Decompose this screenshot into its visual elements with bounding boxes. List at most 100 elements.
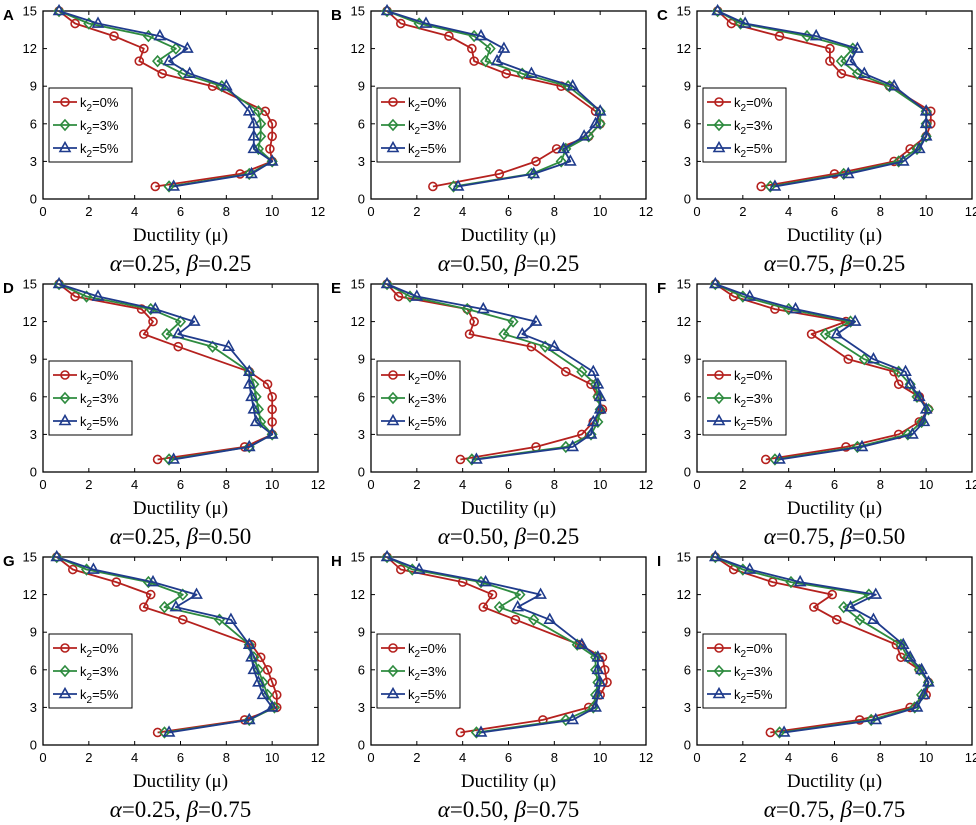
data-point: [190, 587, 203, 599]
panel-i: 0 3 6 9 12 15 0 2 4 6 8 10 12 Ik2=0% k2=3% k2=5% Ductili…: [657, 550, 976, 823]
y-tick-label: 3: [358, 154, 365, 169]
legend-marker: [387, 664, 399, 678]
data-point: [262, 379, 273, 390]
legend-marker: [388, 643, 398, 653]
y-tick-label: 9: [30, 625, 37, 640]
data-point: [708, 549, 722, 562]
data-point: [145, 589, 156, 600]
y-tick-label: 15: [23, 4, 37, 19]
y-tick-label: 0: [30, 192, 37, 207]
data-point: [242, 104, 256, 116]
legend-label: k2=0%: [734, 95, 773, 114]
data-point: [395, 18, 406, 29]
legend-marker: [713, 118, 725, 132]
x-tick-label: 2: [85, 204, 92, 219]
panel-a: 0 3 6 9 12 15 0 2 4 6 8 10 12 Ak2=0% k2=3% k2=5% Ductili…: [3, 4, 325, 277]
data-point: [501, 68, 512, 79]
x-tick-label: 0: [693, 750, 700, 765]
legend-label: k2=5%: [408, 141, 447, 160]
y-tick-label: 15: [677, 277, 691, 292]
x-tick-label: 4: [785, 204, 792, 219]
data-point: [177, 614, 188, 625]
data-point: [903, 650, 917, 662]
data-point: [146, 574, 160, 587]
data-point: [245, 650, 258, 662]
data-point: [912, 389, 926, 402]
legend-marker: [58, 686, 72, 699]
x-tick-label: 8: [223, 750, 230, 765]
legend-label: k2=0%: [408, 95, 447, 114]
data-point: [593, 402, 607, 414]
data-point: [455, 454, 466, 465]
y-tick-label: 6: [30, 116, 37, 131]
panel-caption: α=0.75, β=0.75: [764, 797, 906, 822]
data-point: [265, 154, 279, 166]
x-tick-label: 10: [919, 204, 933, 219]
x-axis-label: Ductility (μ): [461, 771, 556, 792]
data-point: [255, 117, 267, 130]
data-point: [139, 329, 149, 339]
data-point: [91, 16, 105, 28]
data-point: [265, 427, 279, 439]
panel-caption: α=0.25, β=0.50: [110, 524, 252, 549]
panel-g: 0 3 6 9 12 15 0 2 4 6 8 10 12 Gk2=0% k2=3% k2=5% Ductili…: [3, 550, 325, 823]
data-point: [87, 562, 100, 574]
data-point: [919, 402, 933, 414]
y-tick-label: 0: [684, 465, 691, 480]
data-point: [887, 79, 901, 91]
x-tick-label: 2: [739, 477, 746, 492]
legend-marker: [60, 370, 70, 380]
data-point: [50, 549, 64, 562]
x-tick-label: 6: [177, 204, 184, 219]
x-tick-label: 0: [39, 477, 46, 492]
data-point: [157, 68, 167, 79]
x-tick-label: 10: [265, 204, 279, 219]
y-tick-label: 3: [30, 700, 37, 715]
data-point: [419, 16, 433, 28]
y-tick-label: 15: [23, 550, 37, 565]
x-tick-label: 8: [877, 204, 884, 219]
panel-caption: α=0.50, β=0.75: [438, 797, 580, 822]
x-tick-label: 10: [265, 750, 279, 765]
data-point: [528, 613, 540, 626]
data-point: [470, 452, 483, 464]
data-point: [855, 439, 869, 452]
data-point: [380, 276, 394, 289]
data-point: [857, 66, 871, 78]
data-point: [773, 452, 786, 464]
data-point: [903, 377, 917, 389]
data-point: [139, 602, 149, 612]
y-tick-label: 6: [684, 662, 691, 677]
data-point: [531, 156, 541, 167]
data-point: [247, 662, 261, 675]
legend-label: k2=0%: [80, 368, 119, 387]
legend-label: k2=5%: [80, 141, 119, 160]
panel-letter: G: [3, 553, 15, 570]
data-point: [252, 105, 264, 118]
legend-marker: [714, 370, 724, 380]
data-point: [806, 329, 817, 339]
panel-caption: α=0.75, β=0.25: [764, 251, 906, 276]
data-point: [896, 652, 906, 663]
legend-box: [48, 87, 133, 163]
data-point: [247, 116, 261, 129]
data-point: [836, 68, 847, 79]
legend-label: k2=0%: [734, 368, 773, 387]
y-tick-label: 0: [684, 192, 691, 207]
y-tick-label: 6: [684, 116, 691, 131]
legend-label: k2=5%: [734, 141, 773, 160]
y-tick-label: 12: [351, 314, 365, 329]
y-tick-label: 9: [30, 352, 37, 367]
x-tick-label: 2: [739, 204, 746, 219]
legend-label: k2=0%: [80, 641, 119, 660]
data-point: [584, 427, 598, 439]
legend-marker: [60, 643, 70, 653]
data-point: [547, 339, 561, 351]
data-point: [917, 414, 931, 427]
legend-label: k2=0%: [734, 641, 773, 660]
data-point: [171, 326, 185, 339]
data-point: [515, 326, 529, 339]
x-tick-label: 8: [223, 204, 230, 219]
x-axis-label: Ductility (μ): [787, 771, 882, 792]
data-point: [265, 144, 275, 154]
